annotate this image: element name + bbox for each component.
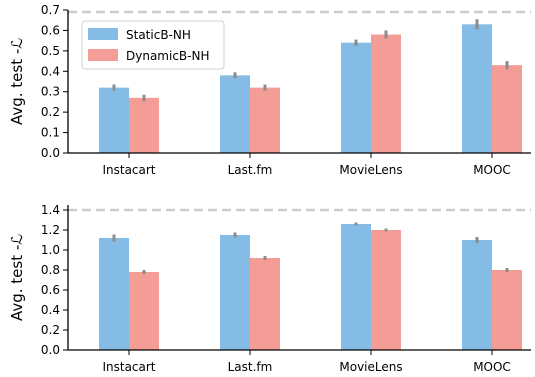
x-tick-label: MovieLens — [339, 163, 402, 177]
chart-panel-2: 0.0 0.2 0.4 0.6 0.8 1.0 1.2 1.4 Instacart Last.fm… — [8, 203, 531, 374]
legend: StaticB-NH DynamicB-NH — [81, 20, 225, 70]
bar-dynamicb-nh-instacart — [129, 97, 159, 153]
y-tick-label: 0.5 — [41, 44, 60, 58]
y-tick-label: 0.4 — [41, 64, 60, 78]
x-tick-label: MOOC — [473, 360, 511, 374]
bar-dynamicb-nh-last-fm — [250, 87, 280, 153]
bar-dynamicb-nh-movielens — [371, 230, 401, 350]
chart-panel-1: 0.0 0.1 0.2 0.3 0.4 0.5 0.6 0.7 Instacart Last.fm… — [8, 3, 531, 177]
bar-staticb-nh-last-fm — [220, 235, 250, 350]
y-tick-label: 0.7 — [41, 3, 60, 17]
y-tick-label: 0.2 — [41, 323, 60, 337]
y-tick-label: 0.6 — [41, 23, 60, 37]
x-tick-label: Instacart — [102, 360, 155, 374]
y-tick-label: 0.0 — [41, 146, 60, 160]
legend-label: StaticB-NH — [126, 28, 191, 42]
legend-swatch — [88, 49, 118, 61]
bar-staticb-nh-instacart — [99, 238, 129, 350]
y-tick-label: 0.4 — [41, 303, 60, 317]
x-tick-label: Last.fm — [228, 360, 273, 374]
bar-staticb-nh-instacart — [99, 87, 129, 153]
y-axis-title: Avg. test -ℒ — [8, 234, 26, 321]
x-tick-label: MOOC — [473, 163, 511, 177]
y-tick-label: 1.2 — [41, 223, 60, 237]
y-tick-label: 0.8 — [41, 263, 60, 277]
bar-dynamicb-nh-last-fm — [250, 258, 280, 350]
bar-staticb-nh-mooc — [462, 24, 492, 153]
y-tick-label: 0.3 — [41, 85, 60, 99]
bar-staticb-nh-movielens — [341, 42, 371, 153]
y-axis-title: Avg. test -ℒ — [8, 38, 26, 125]
x-tick-label: Last.fm — [228, 163, 273, 177]
x-tick-label: Instacart — [102, 163, 155, 177]
y-tick-label: 0.6 — [41, 283, 60, 297]
bar-dynamicb-nh-mooc — [492, 65, 522, 153]
x-tick-label: MovieLens — [339, 360, 402, 374]
bar-staticb-nh-movielens — [341, 224, 371, 350]
bar-dynamicb-nh-instacart — [129, 272, 159, 350]
y-tick-label: 1.0 — [41, 243, 60, 257]
bar-staticb-nh-last-fm — [220, 75, 250, 153]
legend-swatch — [88, 28, 118, 40]
y-tick-label: 0.0 — [41, 343, 60, 357]
bar-dynamicb-nh-mooc — [492, 270, 522, 350]
bar-staticb-nh-mooc — [462, 240, 492, 350]
y-tick-label: 1.4 — [41, 203, 60, 217]
legend-label: DynamicB-NH — [126, 49, 209, 63]
bar-dynamicb-nh-movielens — [371, 34, 401, 154]
y-tick-label: 0.2 — [41, 105, 60, 119]
y-tick-label: 0.1 — [41, 126, 60, 140]
